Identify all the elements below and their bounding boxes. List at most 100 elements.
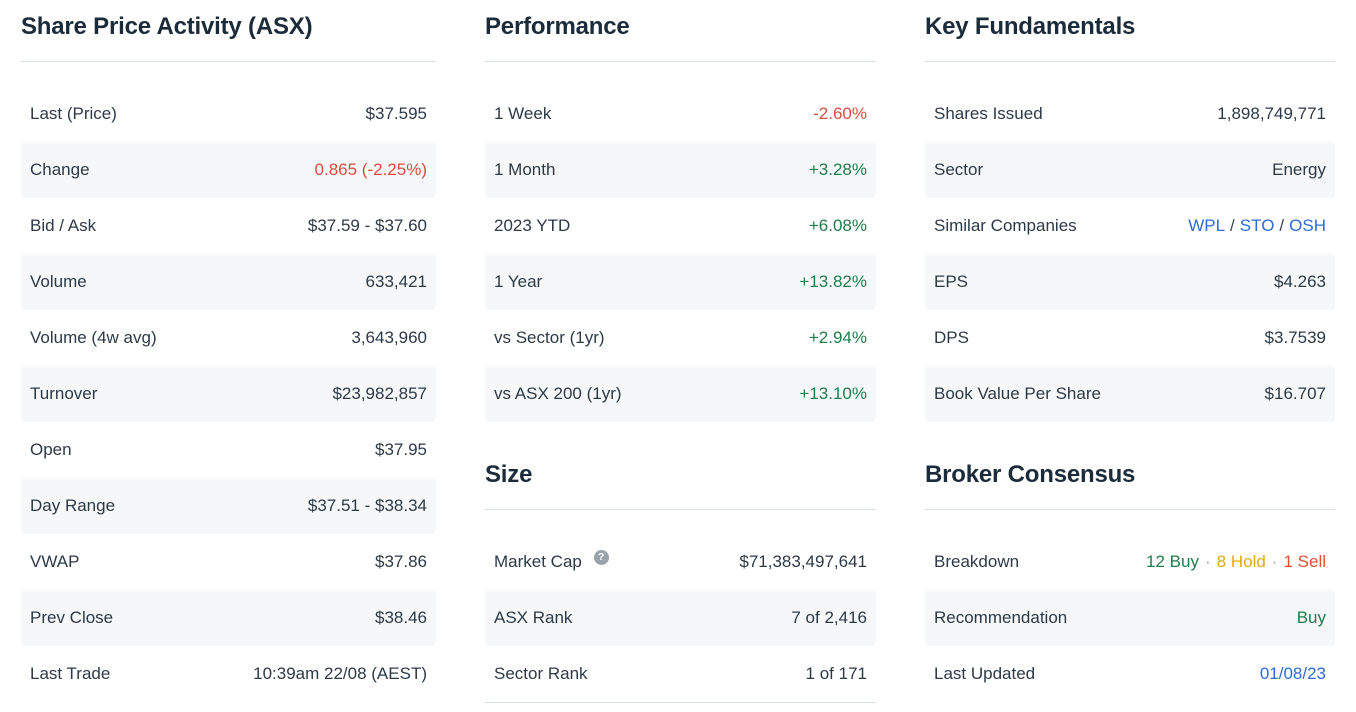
row-label: DPS: [934, 328, 969, 347]
row-vs-sector-1yr: vs Sector (1yr) +2.94%: [485, 310, 876, 366]
row-shares-issued: Shares Issued 1,898,749,771: [925, 86, 1335, 142]
row-value: 7 of 2,416: [791, 608, 867, 627]
row-label: Bid / Ask: [30, 216, 97, 235]
row-similar-companies: Similar Companies WPL / STO / OSH: [925, 198, 1335, 254]
row-open: Open $37.95: [21, 422, 436, 478]
section-title-broker-consensus: Broker Consensus: [925, 460, 1335, 510]
row-volume: Volume 633,421: [21, 254, 436, 310]
row-sector-rank: Sector Rank 1 of 171: [485, 646, 876, 702]
row-book-value-per-share: Book Value Per Share $16.707: [925, 366, 1335, 422]
row-label: Volume: [30, 272, 87, 291]
row-day-range: Day Range $37.51 - $38.34: [21, 478, 436, 534]
section-performance: Performance 1 Week -2.60% 1 Month +3.28%…: [485, 12, 876, 422]
breakdown-separator: ·: [1204, 552, 1211, 571]
link-separator: /: [1230, 216, 1235, 235]
similar-company-link-osh[interactable]: OSH: [1289, 216, 1326, 235]
row-value: $4.263: [1274, 272, 1326, 291]
row-1-year: 1 Year +13.82%: [485, 254, 876, 310]
row-turnover: Turnover $23,982,857: [21, 366, 436, 422]
row-value: $71,383,497,641: [739, 552, 867, 571]
similar-company-link-wpl[interactable]: WPL: [1188, 216, 1226, 235]
row-label: Change: [30, 160, 90, 179]
row-value: 3,643,960: [351, 328, 427, 347]
row-label: Breakdown: [934, 552, 1020, 571]
row-last-trade: Last Trade 10:39am 22/08 (AEST): [21, 646, 436, 702]
row-value: +6.08%: [808, 216, 867, 235]
breakdown-hold-count: 8 Hold: [1216, 552, 1266, 571]
row-eps: EPS $4.263: [925, 254, 1335, 310]
row-value: $3.7539: [1264, 328, 1326, 347]
row-label: Last Trade: [30, 664, 111, 683]
row-value: $37.86: [375, 552, 427, 571]
last-updated-link[interactable]: 01/08/23: [1259, 664, 1326, 683]
help-icon[interactable]: ?: [593, 550, 609, 565]
row-last-price: Last (Price) $37.595: [21, 86, 436, 142]
row-label: Open: [30, 440, 72, 459]
row-label: Book Value Per Share: [934, 384, 1101, 403]
row-value: $23,982,857: [332, 384, 427, 403]
row-label: Turnover: [30, 384, 98, 403]
similar-company-link-sto[interactable]: STO: [1239, 216, 1275, 235]
row-last-updated: Last Updated 01/08/23: [925, 646, 1335, 702]
breakdown-buy-count: 12 Buy: [1146, 552, 1199, 571]
row-value: 1 of 171: [805, 664, 867, 683]
row-label: 2023 YTD: [494, 216, 571, 235]
row-vwap: VWAP $37.86: [21, 534, 436, 590]
row-value: -2.60%: [813, 104, 867, 123]
row-value: +2.94%: [808, 328, 867, 347]
row-value: 12 Buy · 8 Hold · 1 Sell: [1146, 552, 1326, 572]
row-breakdown: Breakdown 12 Buy · 8 Hold · 1 Sell: [925, 534, 1335, 590]
row-label: Last Updated: [934, 664, 1036, 683]
section-size: Size Market Cap ? $71,383,497,641 ASX Ra…: [485, 460, 876, 703]
row-value: 633,421: [365, 272, 427, 291]
row-label: vs ASX 200 (1yr): [494, 384, 622, 403]
row-prev-close: Prev Close $38.46: [21, 590, 436, 646]
broker-table: Breakdown 12 Buy · 8 Hold · 1 Sell Recommend…: [925, 534, 1335, 702]
row-value: 0.865 (-2.25%): [314, 160, 427, 179]
row-sector: Sector Energy: [925, 142, 1335, 198]
row-label: Similar Companies: [934, 216, 1077, 235]
row-market-cap: Market Cap ? $71,383,497,641: [485, 534, 876, 590]
row-1-week: 1 Week -2.60%: [485, 86, 876, 142]
column-share-price: Share Price Activity (ASX) Last (Price) …: [21, 12, 436, 703]
market-cap-label: Market Cap: [494, 552, 582, 571]
row-value: +13.82%: [799, 272, 867, 291]
row-value: $37.51 - $38.34: [307, 496, 427, 515]
row-value: $37.595: [365, 104, 427, 123]
column-fundamentals-broker: Key Fundamentals Shares Issued 1,898,749…: [925, 12, 1335, 703]
row-value: $37.59 - $37.60: [307, 216, 427, 235]
row-change: Change 0.865 (-2.25%): [21, 142, 436, 198]
row-label: Sector: [934, 160, 984, 179]
row-value: 1,898,749,771: [1217, 104, 1326, 123]
row-label: Market Cap ?: [494, 550, 609, 572]
row-label: Recommendation: [934, 608, 1068, 627]
row-value: $38.46: [375, 608, 427, 627]
row-value: 10:39am 22/08 (AEST): [253, 664, 427, 683]
row-label: Last (Price): [30, 104, 117, 123]
row-bid-ask: Bid / Ask $37.59 - $37.60: [21, 198, 436, 254]
row-2023-ytd: 2023 YTD +6.08%: [485, 198, 876, 254]
row-label: 1 Year: [494, 272, 543, 291]
section-share-price-activity: Share Price Activity (ASX) Last (Price) …: [21, 12, 436, 702]
row-label: Day Range: [30, 496, 116, 515]
section-title-size: Size: [485, 460, 876, 510]
row-label: Sector Rank: [494, 664, 588, 683]
performance-table: 1 Week -2.60% 1 Month +3.28% 2023 YTD +6…: [485, 86, 876, 422]
row-label: 1 Week: [494, 104, 552, 123]
section-title-performance: Performance: [485, 12, 876, 62]
section-title-key-fundamentals: Key Fundamentals: [925, 12, 1335, 62]
row-1-month: 1 Month +3.28%: [485, 142, 876, 198]
row-value: Energy: [1272, 160, 1326, 179]
row-label: vs Sector (1yr): [494, 328, 605, 347]
row-value: Buy: [1296, 608, 1326, 627]
breakdown-separator: ·: [1271, 552, 1278, 571]
row-value: +3.28%: [808, 160, 867, 179]
column-performance-size: Performance 1 Week -2.60% 1 Month +3.28%…: [485, 12, 876, 703]
row-value: $37.95: [375, 440, 427, 459]
section-key-fundamentals: Key Fundamentals Shares Issued 1,898,749…: [925, 12, 1335, 422]
row-label: EPS: [934, 272, 969, 291]
row-value: WPL / STO / OSH: [1188, 216, 1326, 236]
row-label: VWAP: [30, 552, 80, 571]
link-separator: /: [1279, 216, 1285, 235]
